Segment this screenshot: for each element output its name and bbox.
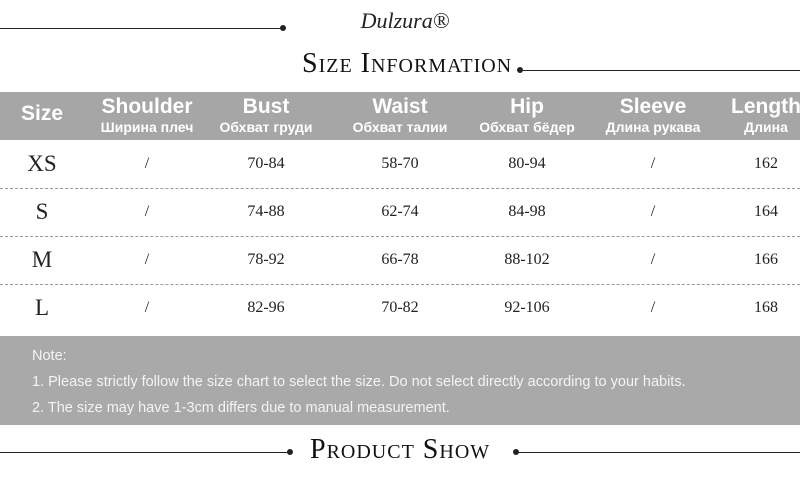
table-cell: 162 [754, 155, 778, 172]
table-cell: / [650, 251, 656, 268]
divider [516, 452, 800, 453]
note-box: Note: 1. Please strictly follow the size… [0, 336, 800, 425]
header-en: Hip [510, 95, 544, 118]
table-cell: 80-94 [508, 155, 546, 172]
table-cell: 78-92 [247, 251, 285, 268]
size-label: M [31, 247, 53, 272]
divider [0, 452, 290, 453]
header-en: Shoulder [101, 95, 193, 118]
table-cell: 70-82 [381, 299, 419, 316]
header-cell: Bust Обхват груди [219, 96, 312, 136]
header-cell: Size [21, 103, 63, 125]
table-cell: 88-102 [504, 251, 550, 268]
header-cell: Sleeve Длина рукава [606, 96, 701, 136]
brand: Dulzura® [360, 8, 450, 33]
table-cell: / [650, 299, 656, 316]
header-ru: Обхват бёдер [479, 119, 575, 135]
divider [520, 70, 800, 71]
header-cell: Length Длина [731, 96, 800, 136]
table-cell: 92-106 [504, 299, 550, 316]
table-cell: / [650, 203, 656, 220]
table-cell: 164 [754, 203, 778, 220]
header-ru: Ширина плеч [100, 119, 194, 135]
size-label: L [34, 295, 50, 320]
header-ru: Обхват талии [352, 119, 448, 135]
header-en: Bust [242, 95, 290, 118]
row-separator [0, 188, 800, 189]
header-en: Size [20, 102, 64, 125]
table-cell: 62-74 [381, 203, 419, 220]
header-ru: Длина [744, 119, 788, 135]
row-separator [0, 284, 800, 285]
header-ru: Обхват груди [219, 119, 313, 135]
table-cell: / [144, 155, 150, 172]
table-cell: 74-88 [247, 203, 285, 220]
note-line: 2. The size may have 1-3cm differs due t… [32, 400, 450, 416]
divider-dot [280, 25, 286, 31]
header-en: Waist [372, 95, 428, 118]
header-ru: Длина рукава [605, 119, 701, 135]
section-title: Size Information [302, 48, 513, 79]
note-line: 1. Please strictly follow the size chart… [32, 374, 686, 390]
divider-dot [287, 449, 293, 455]
size-label: S [35, 199, 49, 224]
table-cell: 58-70 [381, 155, 419, 172]
note-heading: Note: [32, 348, 67, 364]
header-en: Length [731, 95, 800, 118]
section-title: Product Show [310, 434, 491, 465]
table-cell: / [144, 251, 150, 268]
table-cell: / [144, 299, 150, 316]
table-cell: 82-96 [247, 299, 285, 316]
header-cell: Shoulder Ширина плеч [101, 96, 194, 136]
divider [0, 28, 283, 29]
size-label: XS [27, 151, 57, 176]
table-header: Size Shoulder Ширина плеч Bust Обхват груди W… [0, 92, 800, 140]
header-cell: Waist Обхват талии [353, 96, 448, 136]
row-separator [0, 236, 800, 237]
table-cell: 70-84 [247, 155, 285, 172]
header-en: Sleeve [619, 95, 687, 118]
table-cell: / [144, 203, 150, 220]
table-cell: / [650, 155, 656, 172]
header-cell: Hip Обхват бёдер [479, 96, 575, 136]
table-cell: 166 [754, 251, 778, 268]
table-cell: 84-98 [508, 203, 546, 220]
table-cell: 66-78 [381, 251, 419, 268]
table-cell: 168 [754, 299, 778, 316]
